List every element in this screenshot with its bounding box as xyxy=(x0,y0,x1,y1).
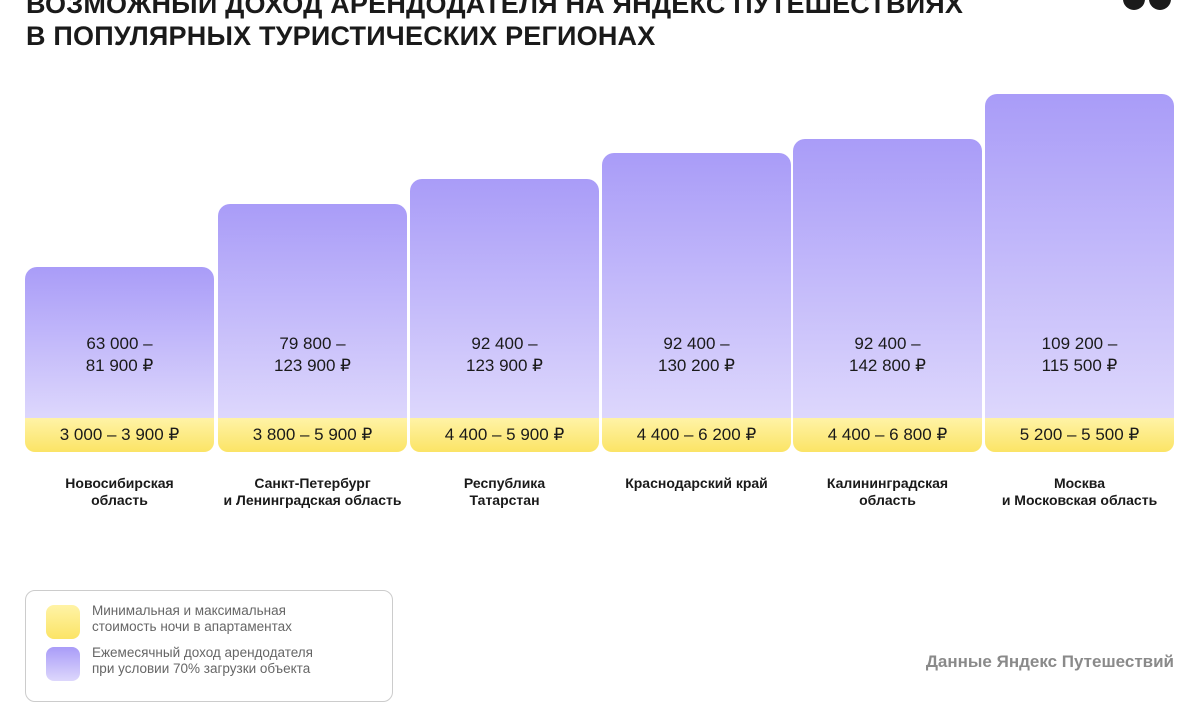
night-price: 4 400 – 5 900 ₽ xyxy=(410,418,599,452)
income-label: 92 400 – 130 200 ₽ xyxy=(602,333,791,377)
legend-swatch xyxy=(46,605,80,639)
income-line: 92 400 – xyxy=(663,334,730,353)
legend-swatch xyxy=(46,647,80,681)
legend-line: стоимость ночи в апартаментах xyxy=(92,619,292,634)
income-line: 123 900 ₽ xyxy=(466,356,543,375)
region-line: Татарстан xyxy=(469,492,540,508)
income-bar xyxy=(985,94,1174,418)
income-label: 109 200 – 115 500 ₽ xyxy=(985,333,1174,377)
region-line: и Ленинградская область xyxy=(223,492,402,508)
region-line: область xyxy=(91,492,148,508)
income-label: 92 400 – 142 800 ₽ xyxy=(793,333,982,377)
source: Данные Яндекс Путешествий xyxy=(925,652,1174,671)
legend-line: Минимальная и максимальная xyxy=(92,603,286,618)
legend-text: Ежемесячный доход арендодателя при услови… xyxy=(92,645,392,677)
region-label: Республика Татарстан xyxy=(400,475,609,509)
region-line: и Московская область xyxy=(1001,492,1158,508)
title: ВОЗМОЖНЫЙ ДОХОД АРЕНДОДАТЕЛЯ НА ЯНДЕКС П… xyxy=(26,0,963,52)
income-line: 130 200 ₽ xyxy=(658,356,735,375)
income-bar xyxy=(602,153,791,418)
income-line: 123 900 ₽ xyxy=(274,356,351,375)
legend-line: Ежемесячный доход арендодателя xyxy=(92,645,313,660)
income-bar xyxy=(793,139,982,418)
region-label: Краснодарский край xyxy=(592,475,801,492)
legend-line: при условии 70% загрузки объекта xyxy=(92,661,311,676)
region-label: Новосибирская область xyxy=(15,475,224,509)
region-label: Санкт-Петербург и Ленинградская область xyxy=(208,475,417,509)
region-line: Санкт-Петербург xyxy=(254,475,371,491)
night-price: 4 400 – 6 800 ₽ xyxy=(793,418,982,452)
legend-text: Минимальная и максимальная стоимость ночи… xyxy=(92,603,392,635)
income-bar xyxy=(410,179,599,418)
income-bar xyxy=(218,204,407,418)
income-line: 81 900 ₽ xyxy=(85,356,154,375)
logo xyxy=(1123,0,1171,10)
income-line: 115 500 ₽ xyxy=(1041,356,1118,375)
region-label: Москва и Московская область xyxy=(975,475,1184,509)
income-label: 79 800 – 123 900 ₽ xyxy=(218,333,407,377)
income-line: 63 000 – xyxy=(86,334,153,353)
page: {"header":{"title":["ВОЗМОЖНЫЙ ДОХОД АРЕ… xyxy=(15,0,1184,702)
title-line: В ПОПУЛЯРНЫХ ТУРИСТИЧЕСКИХ РЕГИОНАХ xyxy=(26,21,656,51)
income-line: 79 800 – xyxy=(279,334,346,353)
region-line: Москва xyxy=(1053,475,1106,491)
title-line: ВОЗМОЖНЫЙ ДОХОД АРЕНДОДАТЕЛЯ НА ЯНДЕКС П… xyxy=(26,0,964,19)
region-line: Новосибирская xyxy=(65,475,174,491)
region-label: Калининградская область xyxy=(783,475,992,509)
region-line: Республика xyxy=(463,475,546,491)
night-price: 3 800 – 5 900 ₽ xyxy=(218,418,407,452)
income-bar xyxy=(25,267,214,418)
night-price: 3 000 – 3 900 ₽ xyxy=(25,418,214,452)
income-line: 92 400 – xyxy=(471,334,538,353)
income-line: 109 200 – xyxy=(1041,334,1118,353)
night-price: 5 200 – 5 500 ₽ xyxy=(985,418,1174,452)
income-line: 92 400 – xyxy=(854,334,921,353)
legend: Минимальная и максимальная стоимость ночи… xyxy=(25,590,393,702)
income-label: 63 000 – 81 900 ₽ xyxy=(25,333,214,377)
income-label: 92 400 – 123 900 ₽ xyxy=(410,333,599,377)
region-line: область xyxy=(859,492,916,508)
region-line: Калининградская xyxy=(826,475,949,491)
income-line: 142 800 ₽ xyxy=(849,356,926,375)
night-price: 4 400 – 6 200 ₽ xyxy=(602,418,791,452)
region-line: Краснодарский край xyxy=(625,475,768,491)
